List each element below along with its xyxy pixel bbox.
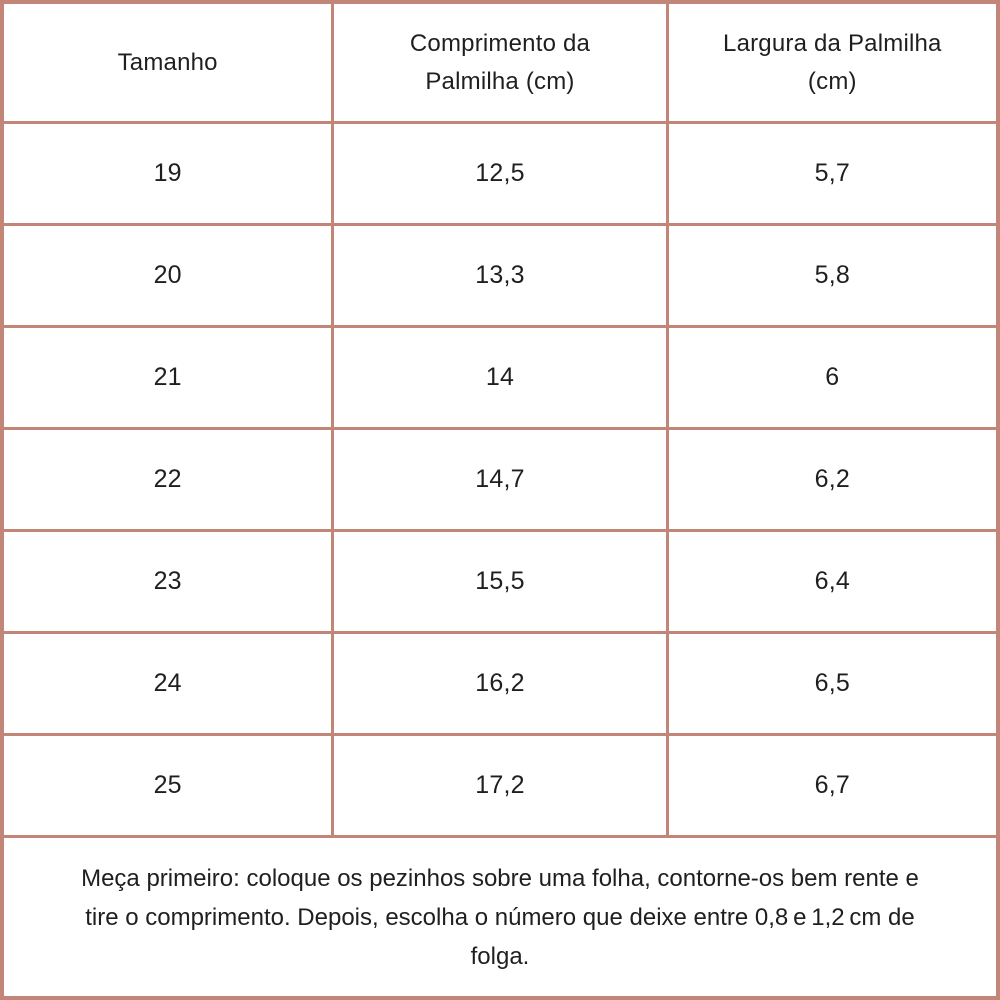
column-header-insole-width-line1: Largura da Palmilha xyxy=(723,29,942,57)
cell-size: 24 xyxy=(4,634,332,733)
column-header-insole-width-line2: (cm) xyxy=(807,67,857,95)
cell-insole-length: 12,5 xyxy=(334,124,666,223)
cell-insole-length: 14 xyxy=(334,328,666,427)
table-row: 23 15,5 6,4 xyxy=(4,532,996,631)
table-row: 22 14,7 6,2 xyxy=(4,430,996,529)
cell-insole-width: 6,2 xyxy=(668,430,996,529)
cell-size: 20 xyxy=(4,226,332,325)
table-row: 24 16,2 6,5 xyxy=(4,634,996,733)
cell-insole-length: 16,2 xyxy=(334,634,666,733)
cell-size: 19 xyxy=(4,124,332,223)
cell-size: 25 xyxy=(4,736,332,835)
cell-insole-width: 6,5 xyxy=(668,634,996,733)
cell-insole-width: 6 xyxy=(668,328,996,427)
cell-insole-width: 6,7 xyxy=(668,736,996,835)
column-header-insole-length-line1: Comprimento da xyxy=(409,29,591,57)
header-cell-insole-length: Comprimento da Palmilha (cm) xyxy=(334,4,666,121)
note-line: Meça primeiro: coloque os pezinhos sobre… xyxy=(81,864,919,892)
cell-insole-length: 13,3 xyxy=(334,226,666,325)
table-row: 19 12,5 5,7 xyxy=(4,124,996,223)
cell-insole-length: 17,2 xyxy=(334,736,666,835)
table-row: 25 17,2 6,7 xyxy=(4,736,996,835)
table-row: 21 14 6 xyxy=(4,328,996,427)
note-line: folga. xyxy=(470,942,530,970)
cell-insole-width: 5,8 xyxy=(668,226,996,325)
cell-size: 21 xyxy=(4,328,332,427)
measurement-instructions-note: Meça primeiro: coloque os pezinhos sobre… xyxy=(4,838,996,996)
cell-insole-width: 5,7 xyxy=(668,124,996,223)
note-line: tire o comprimento. Depois, escolha o nú… xyxy=(85,903,915,931)
cell-size: 22 xyxy=(4,430,332,529)
column-header-insole-length-line2: Palmilha (cm) xyxy=(425,67,575,95)
header-cell-insole-width: Largura da Palmilha (cm) xyxy=(668,4,996,121)
table-header-row: Tamanho Comprimento da Palmilha (cm) Lar… xyxy=(4,4,996,121)
cell-insole-length: 15,5 xyxy=(334,532,666,631)
cell-insole-width: 6,4 xyxy=(668,532,996,631)
cell-size: 23 xyxy=(4,532,332,631)
table-row: 20 13,3 5,8 xyxy=(4,226,996,325)
cell-insole-length: 14,7 xyxy=(334,430,666,529)
column-header-size-label: Tamanho xyxy=(117,48,218,76)
header-cell-size: Tamanho xyxy=(4,4,332,121)
